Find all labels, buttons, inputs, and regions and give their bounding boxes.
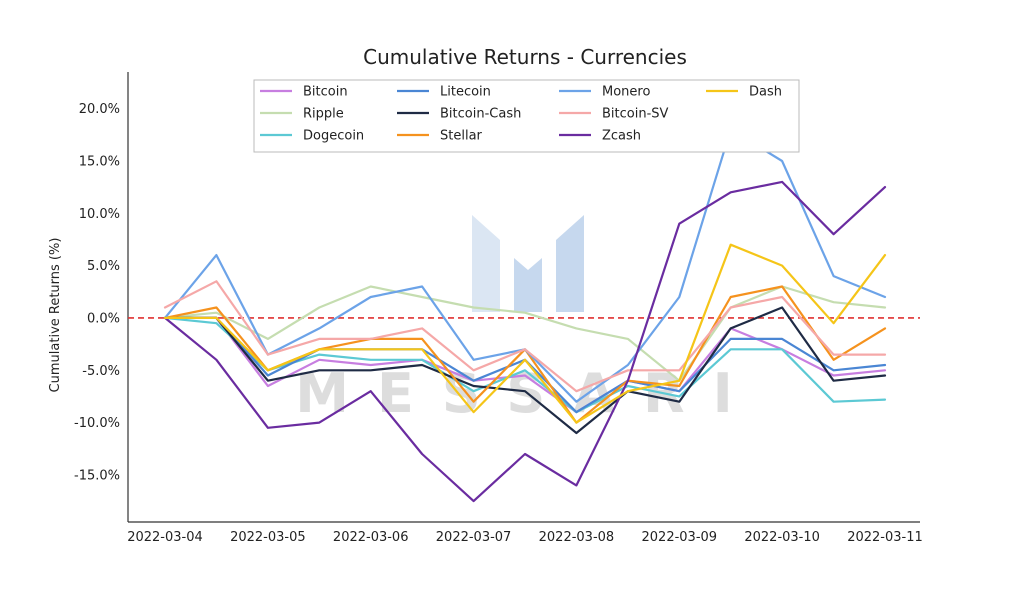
legend-label: Bitcoin-Cash — [440, 107, 521, 122]
series-line-zcash — [163, 180, 887, 503]
legend-label: Dash — [749, 85, 782, 100]
watermark-logo-left — [472, 215, 500, 312]
y-tick-label: 10.0% — [79, 207, 120, 222]
legend-label: Zcash — [602, 129, 641, 144]
x-tick-label: 2022-03-05 — [230, 530, 306, 545]
legend: Bitcoin Ripple Dogecoin Litecoin Bitcoin-Cas… — [253, 79, 800, 153]
legend-label: Ripple — [303, 107, 344, 122]
x-tick-label: 2022-03-10 — [744, 530, 820, 545]
legend-label: Litecoin — [440, 85, 491, 100]
x-tick-label: 2022-03-04 — [127, 530, 203, 545]
legend-label: Stellar — [440, 129, 483, 144]
y-axis-title: Cumulative Returns (%) — [48, 238, 63, 393]
y-tick-label: -15.0% — [74, 468, 120, 483]
series-line-bitcoin-cash — [163, 306, 887, 435]
legend-item-monero: Monero — [559, 85, 650, 100]
legend-label: Dogecoin — [303, 129, 364, 144]
legend-item-ripple: Ripple — [260, 107, 344, 122]
y-tick-label: -10.0% — [74, 416, 120, 431]
legend-item-bitcoin-sv: Bitcoin-SV — [559, 107, 669, 122]
legend-item-stellar: Stellar — [397, 129, 483, 144]
legend-label: Bitcoin-SV — [602, 107, 669, 122]
legend-box — [253, 79, 800, 153]
legend-item-dash: Dash — [706, 85, 782, 100]
y-tick-label: 5.0% — [87, 259, 120, 274]
legend-item-dogecoin: Dogecoin — [260, 129, 364, 144]
legend-item-bitcoin: Bitcoin — [260, 85, 348, 100]
legend-item-bitcoin-cash: Bitcoin-Cash — [397, 107, 521, 122]
x-tick-label: 2022-03-11 — [847, 530, 923, 545]
x-tick-label: 2022-03-07 — [436, 530, 512, 545]
legend-label: Monero — [602, 85, 650, 100]
x-tick-label: 2022-03-09 — [642, 530, 718, 545]
x-tick-label: 2022-03-06 — [333, 530, 409, 545]
legend-item-litecoin: Litecoin — [397, 85, 491, 100]
series-line-ripple — [163, 285, 887, 382]
y-tick-label: 15.0% — [79, 154, 120, 169]
y-tick-label: 0.0% — [87, 311, 120, 326]
legend-label: Bitcoin — [303, 85, 348, 100]
watermark-logo-middle — [514, 258, 542, 312]
legend-item-zcash: Zcash — [559, 129, 641, 144]
x-tick-label: 2022-03-08 — [539, 530, 615, 545]
axes: 20.0% 15.0% 10.0% 5.0% 0.0% -5.0% -10.0% -15.0%… — [74, 72, 923, 545]
series-lines — [163, 128, 887, 503]
series-line-dash — [163, 243, 887, 424]
y-tick-label: 20.0% — [79, 102, 120, 117]
series-line-bitcoin-sv — [163, 280, 887, 393]
series-line-dogecoin — [163, 316, 887, 414]
chart-title: Cumulative Returns - Currencies — [363, 45, 687, 69]
watermark-logo-right — [556, 215, 584, 312]
y-tick-label: -5.0% — [82, 364, 120, 379]
